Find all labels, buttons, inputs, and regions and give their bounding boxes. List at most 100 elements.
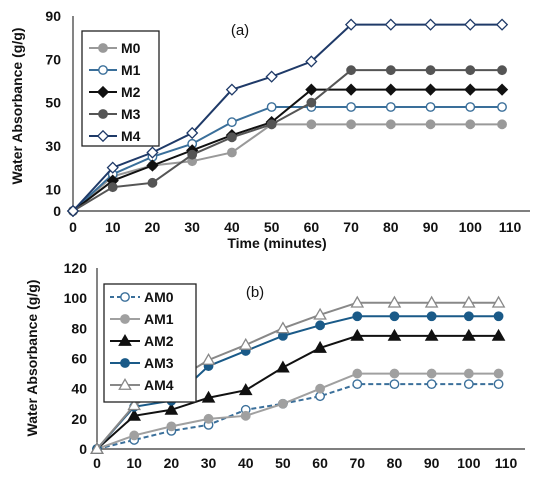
data-point-m3 [385, 65, 396, 76]
panel-a-y-tick-label: 30 [45, 138, 61, 154]
panel-a-y-ticks: 0 10 30 50 70 90 [45, 8, 61, 219]
legend-marker-m0 [98, 43, 108, 53]
data-point-am1 [203, 413, 214, 424]
data-point-am1 [463, 368, 474, 379]
panel-a-legend: M0 M1 M2 M3 M4 [81, 30, 160, 147]
data-point-am0 [426, 379, 437, 390]
panel-b-x-ticks: 0 10 20 30 40 50 60 70 80 90 100 110 [93, 455, 517, 471]
panel-a-x-tick-label: 110 [499, 219, 522, 235]
data-point-am2 [461, 328, 476, 341]
panel-a-series [66, 18, 509, 218]
panel-b: (b) Water Absorbance (g/g) 0 10 20 30 40 50 60… [24, 260, 525, 471]
legend-label-m2: M2 [121, 84, 141, 100]
panel-b-x-tick-label: 100 [457, 455, 481, 471]
series-m4 [66, 18, 509, 218]
legend-label-am4: AM4 [144, 377, 174, 393]
data-point-am1 [129, 430, 140, 441]
data-point-m3 [187, 149, 198, 160]
data-point-m1 [385, 102, 396, 112]
panel-a-x-tick-label: 10 [105, 219, 121, 235]
panel-a-x-tick-label: 90 [423, 219, 439, 235]
panel-b-x-tick-label: 20 [164, 455, 180, 471]
data-point-am3 [352, 311, 363, 322]
data-point-am1 [389, 368, 400, 379]
data-point-m4 [384, 18, 397, 31]
series-line-am0 [96, 383, 499, 450]
panel-a-title: (a) [231, 22, 249, 39]
data-point-m4 [424, 18, 437, 31]
panel-a-y-tick-label: 70 [45, 51, 61, 67]
panel-b-y-ticks: 0 20 40 60 80 100 120 [64, 260, 88, 457]
series-line-am2 [96, 334, 499, 450]
data-point-am4 [387, 295, 402, 308]
data-point-am1 [278, 398, 288, 409]
data-point-am2 [350, 328, 365, 341]
legend-marker-m3 [98, 109, 108, 119]
series-am2 [90, 328, 506, 454]
data-point-am3 [426, 311, 437, 322]
panel-a-x-tick-label: 30 [184, 219, 200, 235]
data-point-m1 [227, 117, 237, 128]
panel-a-x-label: Time (minutes) [227, 235, 326, 251]
data-point-m4 [225, 83, 239, 96]
legend-marker-m4 [96, 129, 110, 143]
data-point-am4 [276, 321, 290, 334]
legend-label-am2: AM2 [144, 333, 174, 349]
panel-a-x-tick-label: 40 [224, 219, 240, 235]
legend-label-m1: M1 [121, 62, 141, 78]
data-point-m4 [146, 146, 159, 159]
data-point-m2 [344, 83, 358, 96]
panel-a-x-tick-label: 50 [264, 219, 280, 235]
data-point-m0 [346, 119, 356, 130]
data-point-am1 [426, 368, 437, 379]
data-point-am4 [424, 295, 439, 308]
panel-a-y-tick-label: 90 [45, 8, 61, 24]
legend-marker-m2 [96, 85, 110, 99]
data-point-m0 [306, 119, 317, 130]
panel-b-y-tick-label: 20 [71, 411, 87, 427]
panel-b-series [90, 295, 506, 454]
panel-a-x-ticks: 0 10 20 30 40 50 60 70 80 90 100 110 [69, 219, 521, 235]
panel-b-legend-box [103, 283, 197, 403]
panel-a: (a) Time (minutes) Water Absorbance (g/g… [9, 8, 530, 251]
legend-label-m0: M0 [121, 40, 141, 56]
series-line-m3 [72, 69, 503, 212]
data-point-am4 [350, 295, 365, 308]
panel-a-x-tick-label: 60 [304, 219, 320, 235]
panel-b-y-tick-label: 100 [64, 290, 88, 306]
data-point-am2 [313, 340, 327, 353]
data-point-m3 [465, 65, 476, 76]
data-point-m1 [266, 102, 277, 112]
data-point-m4 [66, 204, 80, 218]
panel-b-y-tick-label: 80 [71, 320, 87, 336]
data-point-am2 [164, 402, 179, 415]
panel-b-x-tick-label: 50 [275, 455, 291, 471]
data-point-m3 [497, 65, 507, 76]
panel-b-y-tick-label: 120 [64, 260, 88, 276]
data-point-m4 [265, 70, 278, 83]
series-am4 [90, 295, 506, 454]
data-point-am2 [238, 383, 253, 396]
data-point-am3 [493, 311, 504, 322]
panel-b-title: (b) [246, 284, 264, 301]
data-point-m4 [344, 18, 358, 31]
legend-label-m4: M4 [121, 128, 141, 144]
data-point-am4 [491, 295, 506, 308]
panel-b-y-tick-label: 0 [79, 441, 87, 457]
data-point-m3 [306, 97, 317, 108]
panel-b-x-tick-label: 70 [349, 455, 365, 471]
data-point-m4 [305, 55, 318, 68]
legend-marker-m1 [98, 65, 108, 75]
series-line-am1 [96, 372, 499, 450]
data-point-am1 [493, 368, 504, 379]
data-point-am4 [461, 295, 476, 308]
series-m2 [66, 83, 509, 218]
data-point-am2 [276, 360, 290, 373]
panel-b-x-tick-label: 30 [201, 455, 217, 471]
data-point-am0 [493, 379, 504, 390]
data-point-m0 [465, 119, 476, 130]
panel-b-x-tick-label: 10 [126, 455, 142, 471]
data-point-m0 [227, 147, 237, 158]
